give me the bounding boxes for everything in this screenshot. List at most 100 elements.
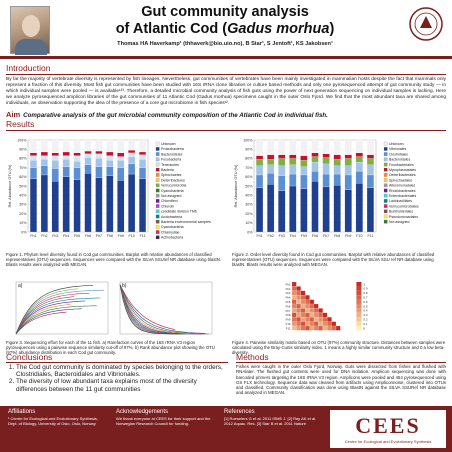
legend-swatch — [155, 204, 160, 208]
bar-segment — [278, 190, 286, 233]
scale-label: 1 — [363, 282, 365, 286]
bar-segment — [84, 157, 92, 165]
legend-swatch — [383, 141, 388, 146]
panel-a-label: a) — [18, 283, 23, 289]
y-tick-label: 60% — [245, 175, 253, 179]
bar-segment — [40, 155, 48, 160]
x-tick-label: Fh4 — [63, 234, 69, 238]
row-label: Fh4 — [286, 296, 291, 300]
heatmap-cell — [309, 317, 315, 322]
bar-segment — [29, 139, 37, 153]
poster-footer: Affiliations ¹ Centre for Ecological and… — [0, 406, 452, 452]
bar-segment — [51, 160, 59, 169]
legend-entry: Vibrionales — [389, 147, 407, 151]
scale-swatch — [356, 312, 362, 318]
row-label: Fh9 — [286, 318, 291, 322]
legend-entry: Burkholderiales — [389, 210, 413, 214]
references-text: [1] Roeselers G et al. 2011 ISME J. [2] … — [224, 415, 317, 426]
legend-swatch — [383, 152, 388, 156]
y-tick-label: 10% — [245, 221, 253, 225]
legend-swatch — [383, 173, 388, 177]
bar-segment — [40, 151, 48, 156]
heatmap-cell — [327, 325, 332, 331]
bar-segment — [267, 139, 275, 155]
heatmap-cell — [291, 325, 297, 331]
y-tick-label: 70% — [19, 166, 27, 170]
legend-entry: Bacteria environmental samples — [161, 220, 211, 224]
legend-swatch — [383, 183, 388, 188]
bar-segment — [29, 167, 37, 179]
row-label: Fh2 — [286, 287, 291, 291]
bar-segment — [322, 173, 330, 188]
legend-entry: Unknown — [161, 142, 176, 146]
heatmap-cell — [313, 321, 319, 327]
bar-segment — [256, 187, 264, 233]
bar-segment — [267, 184, 275, 233]
title-line-2: of Atlantic Cod (Gadus morhua) — [60, 21, 390, 38]
bar-segment — [300, 139, 308, 156]
heatmap-cell — [309, 321, 315, 327]
methods-text: Fishes were caught in the outer Oslo Fjo… — [236, 364, 446, 396]
legend-entry: Enterobacteriales — [389, 194, 416, 198]
rarefaction-curve — [15, 304, 71, 335]
heatmap-cell — [318, 325, 323, 331]
bar-segment — [366, 139, 374, 155]
heatmap-cell — [300, 308, 306, 313]
acknowledgements-heading: Acknowledgements — [116, 409, 169, 415]
bar-segment — [289, 158, 297, 165]
row-label: F11 — [286, 326, 291, 330]
bar-segment — [333, 165, 341, 175]
bar-segment — [278, 139, 286, 155]
figure-3: a) b) — [6, 278, 222, 340]
conclusion-item: The Cod gut community is dominated by sp… — [16, 364, 228, 378]
bar-segment — [366, 154, 374, 159]
rarefaction-curve — [15, 311, 67, 335]
rank-abundance-curve — [119, 284, 192, 334]
bar-segment — [84, 139, 92, 152]
scale-label: 0.3 — [363, 313, 368, 317]
figure-1-barplot: 0% 10% 20% 30% 40% 50% 60% 70% 80% 90% 100% Rel. Ab… — [8, 138, 211, 239]
y-tick-label: 50% — [245, 184, 253, 188]
figure-1-caption: Figure 1. Phylum level diversity found i… — [6, 252, 222, 268]
author-shirt — [15, 39, 47, 55]
x-tick-label: Fh6 — [312, 234, 318, 238]
y-tick-label: 70% — [245, 166, 253, 170]
intro-heading: Introduction — [6, 63, 51, 73]
affiliations-block: Affiliations ¹ Centre for Ecological and… — [8, 409, 108, 426]
heatmap-cell — [300, 290, 306, 296]
heatmap-cell — [300, 321, 306, 327]
legend-swatch — [155, 173, 160, 177]
bar-segment — [62, 151, 70, 156]
y-tick-label: 20% — [245, 212, 253, 216]
y-tick-label: 30% — [19, 203, 27, 207]
bar-segment — [333, 173, 341, 186]
legend-entry: Unknown — [389, 142, 404, 146]
legend-swatch — [383, 167, 388, 172]
legend-entry: Mycoplasmatales — [389, 168, 416, 172]
figure-4: Fh1 Fh2 Fh3 Fh4 Fh5 Fh6 Fh7 Fh8 Fh9 F10 F11 1 0.9 0.8… — [232, 278, 446, 340]
legend-entry: Proteobacteria — [161, 147, 184, 151]
heatmap-cell — [300, 299, 306, 305]
x-tick-label: Fh2 — [41, 234, 47, 238]
legend-entry: Not assigned — [161, 194, 181, 198]
heatmap-cell — [322, 312, 328, 318]
y-tick-label: 90% — [245, 148, 253, 152]
bar-segment — [278, 158, 286, 166]
bar-segment — [139, 139, 147, 153]
heatmap-cell — [305, 321, 310, 327]
bar-segment — [344, 139, 352, 155]
x-tick-label: Fh5 — [74, 234, 80, 238]
heatmap-cell — [318, 312, 323, 318]
heatmap-cell — [331, 325, 337, 331]
bar-segment — [106, 166, 114, 176]
bar-segment — [117, 139, 125, 153]
bar-segment — [128, 152, 136, 157]
scale-swatch — [356, 286, 362, 291]
references-heading: References — [224, 409, 255, 415]
bar-segment — [29, 178, 37, 233]
scale-label: 0.8 — [363, 291, 368, 295]
bar-segment — [278, 165, 286, 176]
bar-segment — [267, 159, 275, 165]
scale-swatch — [356, 295, 362, 300]
rarefaction-curve — [15, 289, 105, 335]
